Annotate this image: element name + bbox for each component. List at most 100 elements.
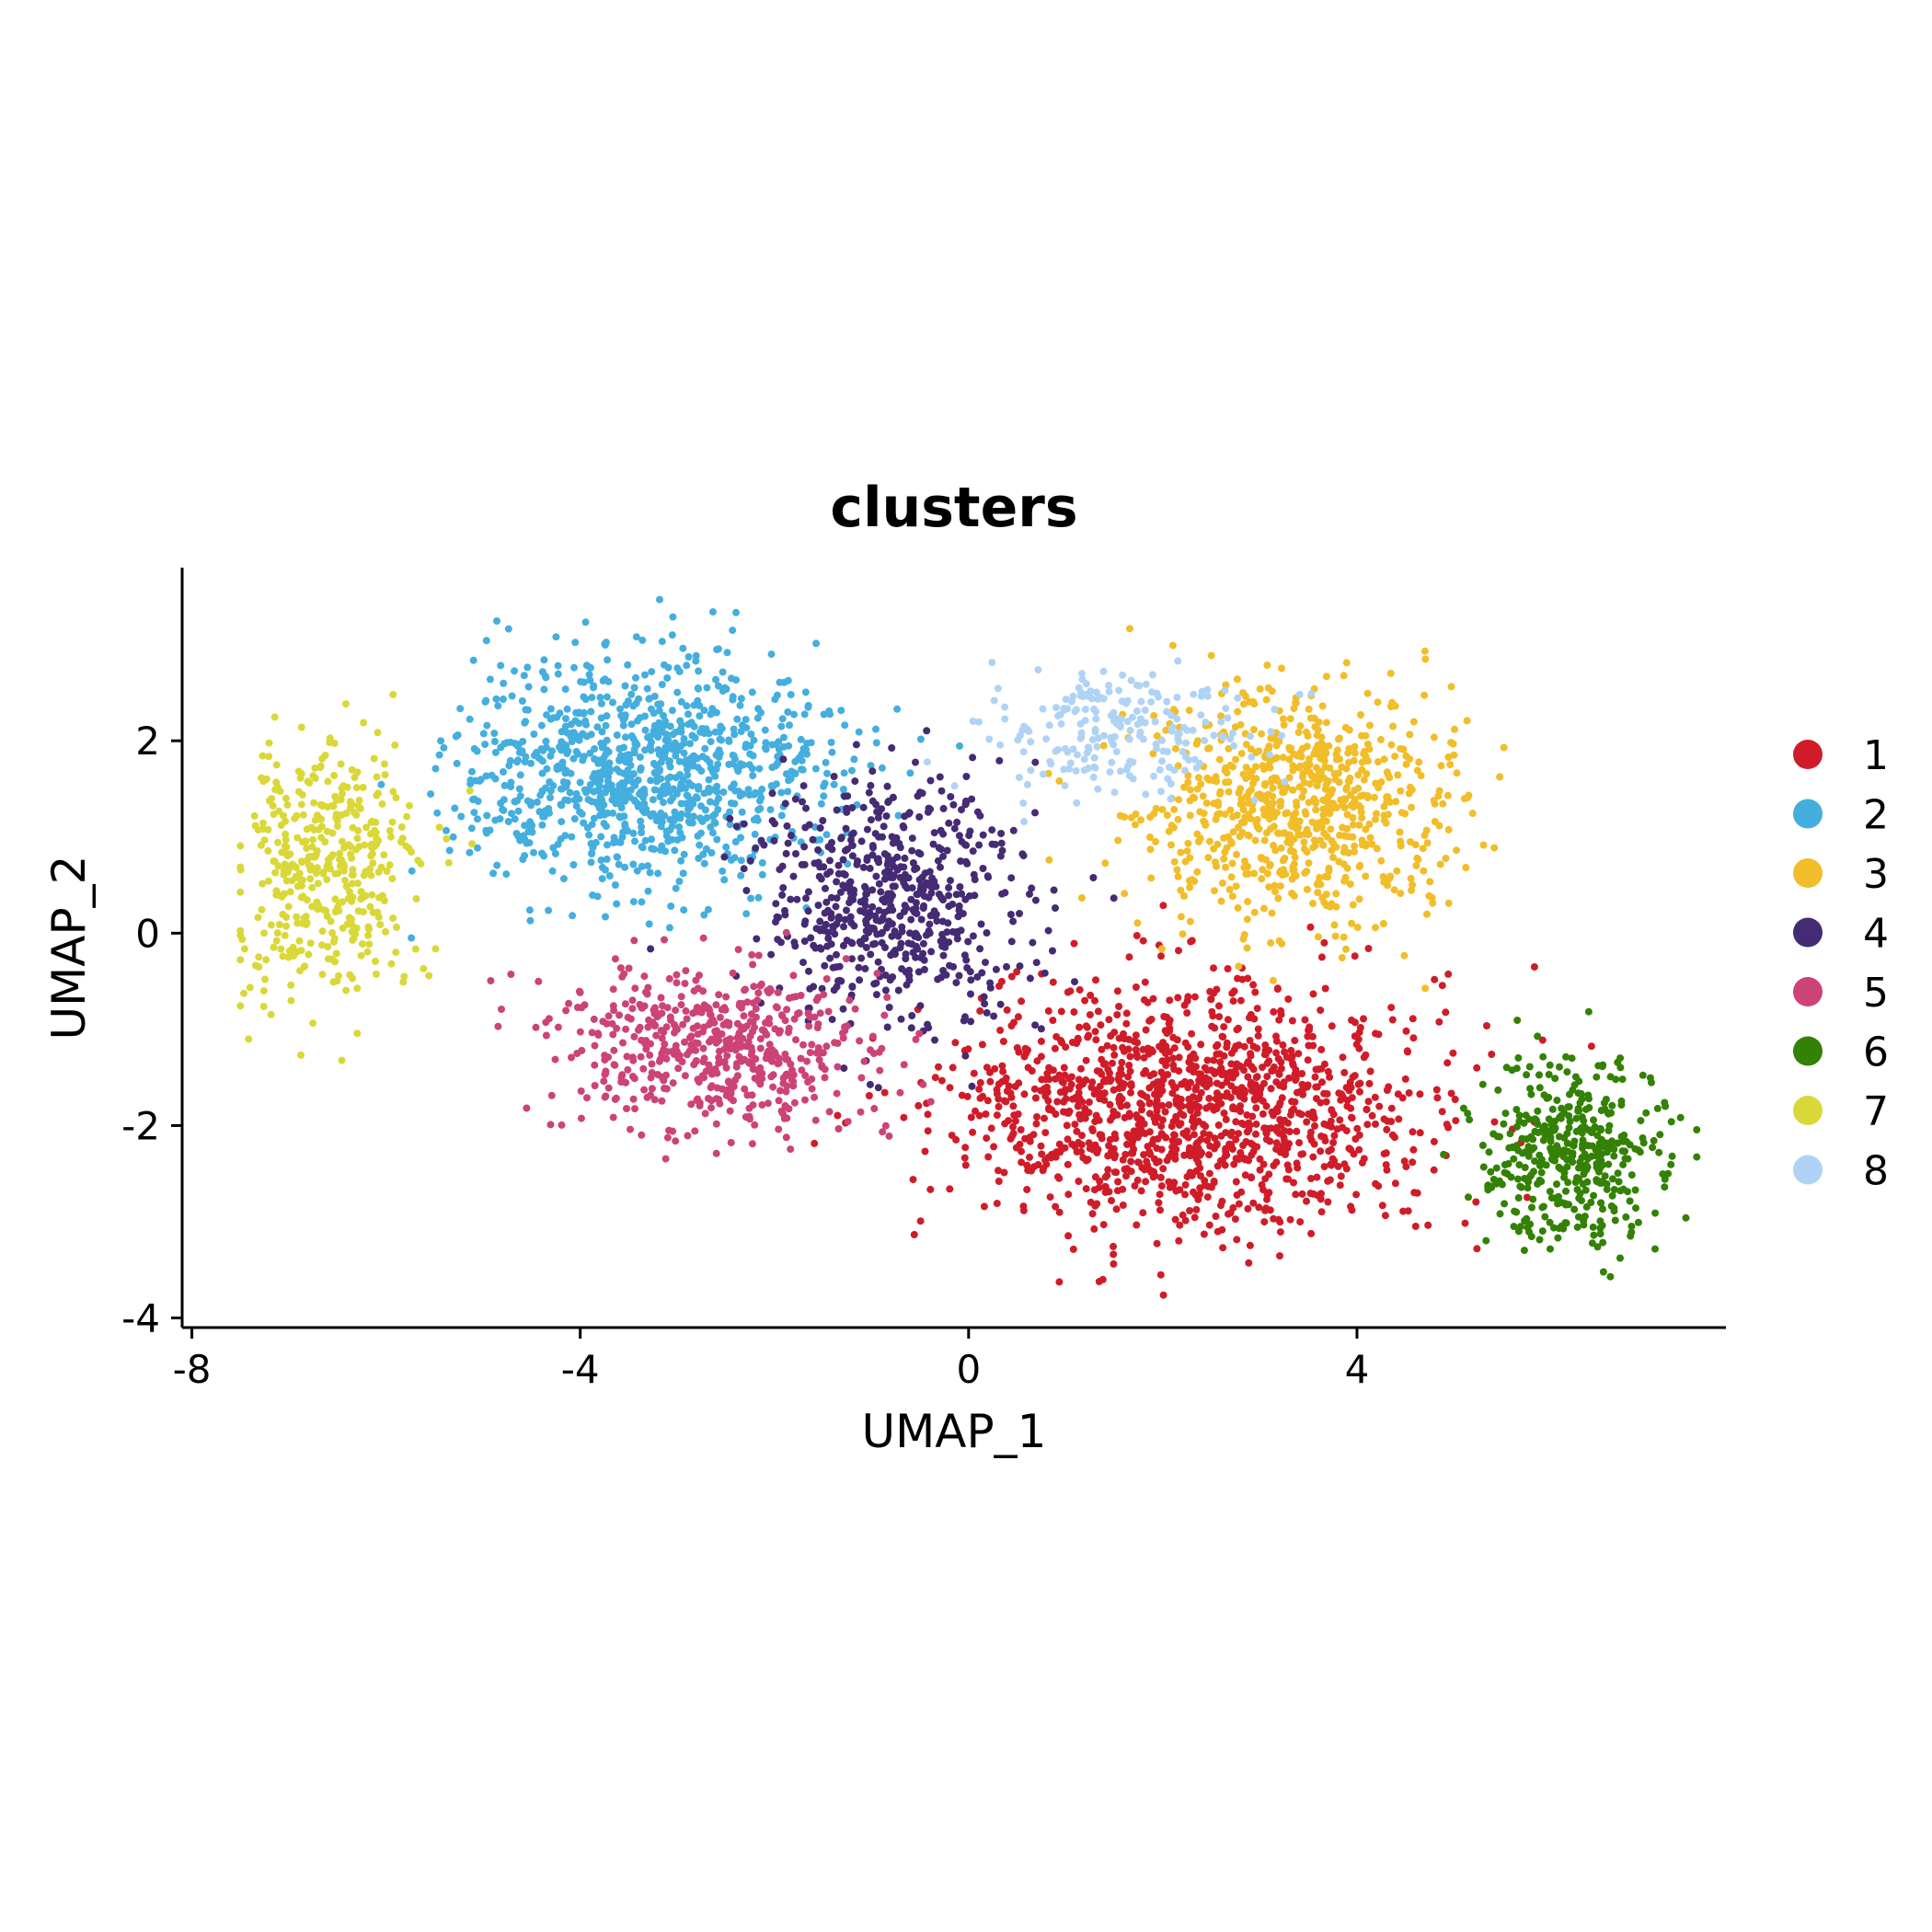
point <box>296 967 304 975</box>
point <box>707 710 715 719</box>
point <box>1545 1093 1553 1101</box>
point <box>1330 921 1339 929</box>
point <box>753 935 761 943</box>
point <box>588 849 596 857</box>
point <box>1348 1206 1356 1214</box>
point <box>937 787 946 795</box>
point <box>1520 1119 1528 1127</box>
point <box>658 681 666 688</box>
point <box>874 813 882 822</box>
point <box>1312 1083 1320 1091</box>
point <box>834 1063 842 1071</box>
point <box>1165 1019 1173 1028</box>
series-5 <box>487 928 935 1163</box>
point <box>715 1059 723 1067</box>
point <box>1153 1097 1161 1104</box>
point <box>1209 1012 1217 1020</box>
point <box>1200 1121 1207 1129</box>
point <box>302 837 310 845</box>
point <box>1071 1121 1079 1129</box>
point <box>804 907 812 915</box>
point <box>1661 1183 1669 1191</box>
point <box>1595 1167 1604 1176</box>
point <box>790 1015 799 1023</box>
point <box>1315 719 1323 726</box>
point <box>707 1011 715 1019</box>
point <box>990 1143 998 1151</box>
point <box>1317 1133 1326 1140</box>
point <box>658 842 666 850</box>
point <box>1546 1061 1554 1069</box>
point <box>1351 842 1359 850</box>
point <box>824 1007 833 1016</box>
point <box>689 1024 697 1032</box>
point <box>1287 846 1295 855</box>
point <box>1014 1013 1022 1021</box>
point <box>1009 917 1018 926</box>
point <box>680 735 688 743</box>
point <box>896 1088 904 1097</box>
point <box>1165 1178 1173 1186</box>
point <box>1153 1239 1161 1248</box>
point <box>1006 1089 1015 1098</box>
point <box>653 1071 661 1078</box>
point <box>385 827 394 834</box>
point <box>367 871 375 880</box>
point <box>1240 1066 1248 1075</box>
point <box>1588 1239 1596 1248</box>
point <box>1300 787 1308 795</box>
point <box>1093 1115 1101 1123</box>
point <box>274 838 282 846</box>
point <box>683 1015 691 1023</box>
point <box>518 749 526 757</box>
point <box>1256 1166 1264 1174</box>
point <box>782 849 790 857</box>
point <box>1031 758 1040 766</box>
point <box>567 732 575 741</box>
point <box>1321 984 1329 993</box>
point <box>876 917 884 926</box>
point <box>776 1087 784 1095</box>
point <box>1140 1151 1148 1159</box>
point <box>867 816 875 824</box>
point <box>1168 1136 1177 1144</box>
point <box>654 746 662 753</box>
point <box>1180 891 1188 900</box>
point <box>1170 1179 1179 1187</box>
point <box>571 638 580 647</box>
point <box>236 956 245 964</box>
point <box>542 1031 550 1040</box>
point <box>714 682 722 690</box>
point <box>1275 1101 1283 1110</box>
point <box>1119 1202 1127 1209</box>
point <box>690 701 698 709</box>
point <box>867 1046 874 1054</box>
point <box>983 1008 991 1017</box>
point <box>1098 1045 1106 1053</box>
point <box>1668 1152 1676 1160</box>
point <box>1627 1223 1636 1230</box>
point <box>1320 1120 1328 1128</box>
point <box>841 870 849 879</box>
point <box>1098 1275 1107 1283</box>
point <box>613 853 621 861</box>
point <box>1201 818 1209 826</box>
point <box>783 1006 791 1014</box>
point <box>774 753 782 761</box>
point <box>583 1094 591 1102</box>
point <box>660 782 668 790</box>
point <box>1126 625 1133 633</box>
point <box>1277 1058 1285 1066</box>
point <box>1285 1074 1293 1082</box>
point <box>629 702 638 710</box>
point <box>894 986 903 995</box>
point <box>752 1005 760 1013</box>
point <box>1352 1041 1361 1049</box>
point <box>888 833 896 841</box>
point <box>1265 761 1273 769</box>
point <box>1088 1127 1097 1135</box>
point <box>1484 1186 1492 1194</box>
point <box>1624 1155 1632 1163</box>
point <box>1605 1121 1614 1130</box>
point <box>692 1046 700 1054</box>
